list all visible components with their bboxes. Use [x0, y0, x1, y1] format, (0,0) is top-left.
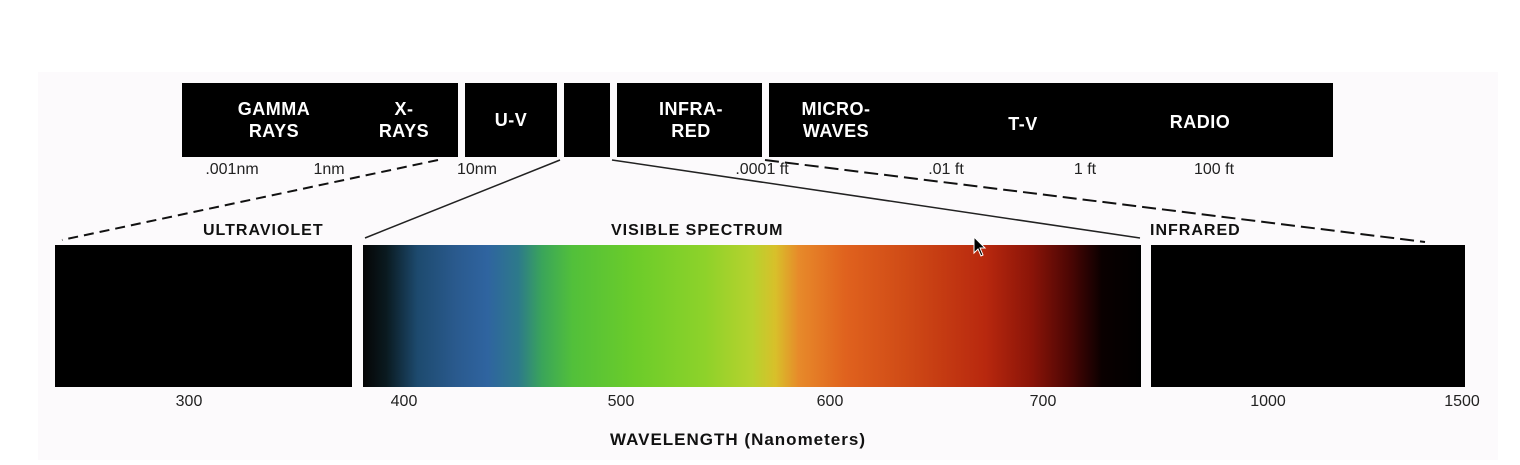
axis-title: WAVELENGTH (Nanometers) — [610, 430, 866, 449]
band-infrared: INFRA- RED — [617, 83, 762, 157]
mouse-cursor-icon — [973, 236, 987, 257]
wavelength-300: 300 — [175, 393, 203, 410]
wavelength-400: 400 — [390, 393, 418, 410]
wavelength-600: 600 — [816, 393, 844, 410]
scale-01ft: .01 ft — [928, 161, 964, 178]
x-rays-label: X-RAYS — [378, 99, 430, 141]
visible-spectrum-gradient — [363, 245, 1141, 387]
microwaves-label: MICRO- WAVES — [801, 99, 871, 141]
scale-100ft: 100 ft — [1193, 161, 1235, 178]
tv-label: T-V — [1008, 114, 1038, 134]
visible-spectrum-title: VISIBLE SPECTRUM — [611, 222, 784, 239]
wavelength-500: 500 — [607, 393, 635, 410]
wavelength-1000: 1000 — [1250, 393, 1286, 410]
uv-left-dashed-line — [61, 159, 439, 241]
band-uv: U-V — [465, 83, 557, 157]
infrared-band-label: INFRA- RED — [659, 99, 723, 141]
scale-001nm: .001nm — [205, 161, 259, 178]
infrared-right-dashed-line — [764, 159, 1426, 243]
ultraviolet-title: ULTRAVIOLET — [203, 222, 324, 239]
ultraviolet-box — [55, 245, 352, 387]
band-gamma-xray: GAMMA RAYS X-RAYS — [182, 83, 458, 157]
scale-1ft: 1 ft — [1073, 161, 1097, 178]
infrared-box — [1151, 245, 1465, 387]
scale-1nm: 1nm — [313, 161, 345, 178]
visible-left-line — [364, 159, 561, 239]
band-radio-region: MICRO- WAVES T-V RADIO — [769, 83, 1333, 157]
uv-label: U-V — [494, 110, 528, 130]
infrared-title: INFRARED — [1150, 222, 1241, 239]
scale-10nm: 10nm — [456, 161, 498, 178]
scale-0001ft: .0001 ft — [735, 161, 789, 178]
band-visible — [564, 83, 610, 157]
wavelength-700: 700 — [1029, 393, 1057, 410]
radio-label: RADIO — [1169, 112, 1231, 132]
visible-right-line — [611, 159, 1141, 239]
gamma-rays-label: GAMMA RAYS — [237, 99, 311, 141]
wavelength-1500: 1500 — [1444, 393, 1480, 410]
